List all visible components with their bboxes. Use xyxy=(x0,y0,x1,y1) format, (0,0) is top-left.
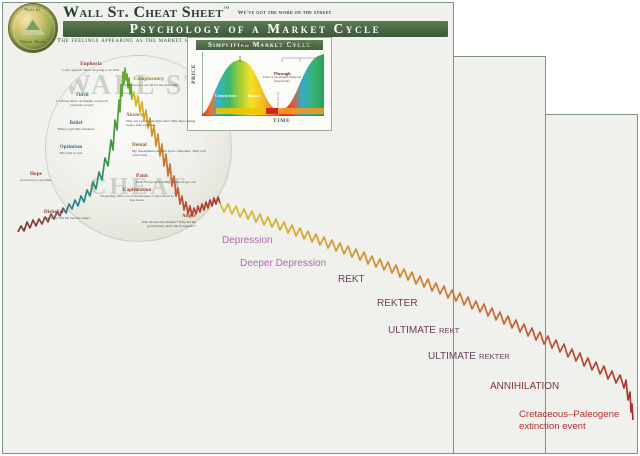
emotion-thrill: Thrill I will buy more on margin. Gotta … xyxy=(53,93,111,107)
expansion-band xyxy=(278,108,324,114)
bottom-band xyxy=(266,108,278,114)
inset-curve-svg xyxy=(202,52,324,116)
meme-depression-text: Depression xyxy=(222,235,273,246)
emotion-panic-caption: Well! Everyone's selling. I need to get … xyxy=(136,179,196,184)
meme-ultimate-rekt-small: REKT xyxy=(438,326,460,335)
emotion-hope-caption: A recovery is possible. xyxy=(20,177,52,182)
trough-annotation: Through Point of Maximum Financial Oppor… xyxy=(256,71,308,84)
emotion-anger: Anger Who shorted the market?! Why did t… xyxy=(140,214,196,228)
emotion-belief: Belief Time to get fully invested. xyxy=(48,121,104,131)
peak-annotation: Peak Point of Maximum Financial Risk xyxy=(219,41,271,50)
meme-ultimate-rekter-small: REKTER xyxy=(478,352,510,361)
inset-title: Simplified Market Cycle xyxy=(196,40,323,50)
emotion-panic: Panic Well! Everyone's selling. I need t… xyxy=(136,174,220,184)
emotion-thrill-name: Thrill xyxy=(75,92,89,98)
emotion-disbelief-name: Disbelief xyxy=(44,209,64,215)
emotion-thrill-caption: I will buy more on margin. Gotta tell ev… xyxy=(56,98,108,107)
emotion-anxiety: Anxiety Why am I getting margin calls? T… xyxy=(126,113,200,127)
inset-x-axis-label: TIME xyxy=(273,118,291,124)
seal-top-text: Wall St. xyxy=(24,7,42,12)
meme-rekt-text: REKT xyxy=(338,274,365,285)
emotion-anxiety-caption: Why am I getting margin calls? This dip … xyxy=(126,118,196,127)
pyramid-inner-icon xyxy=(26,20,40,30)
simplified-market-cycle-inset: Simplified Market Cycle PRICE TIME xyxy=(187,37,332,131)
meme-annihilation-text: ANNIHILATION xyxy=(490,381,560,392)
emotion-panic-name: Panic xyxy=(136,173,149,179)
prosperity-label: Prosperity xyxy=(300,43,316,47)
emotion-belief-caption: Time to get fully invested. xyxy=(57,126,95,131)
subtitle: The feelings appearing as the market flu… xyxy=(57,37,224,44)
meme-label-rekt: REKT xyxy=(338,269,365,287)
emotion-complacency-caption: We just need to cool off for the next ra… xyxy=(119,82,179,87)
meme-ultimate-rekter-big: ULTIMATE xyxy=(428,351,476,362)
header: Wall St. Cheat Sheet Wall St. Cheat Shee… xyxy=(8,2,448,53)
meme-label-extinction-event: Cretaceous–Paleogene extinction event xyxy=(519,409,619,433)
emotion-euphoria: Euphoria I am a genius! We're all going … xyxy=(62,62,120,72)
bottom-label: Bottom xyxy=(248,94,261,98)
emotion-denial: Denial My investments are with great com… xyxy=(132,143,210,157)
emotion-denial-name: Denial xyxy=(132,142,147,148)
contraction-label: Contraction xyxy=(215,94,236,98)
emotion-belief-name: Belief xyxy=(69,120,83,126)
trademark-symbol: ™ xyxy=(223,6,230,13)
emotion-anger-caption: Who shorted the market?! Why did the gov… xyxy=(141,219,196,228)
meme-label-depression: Depression xyxy=(222,230,273,248)
emotion-optimism: Optimism This rally is real. xyxy=(45,145,97,155)
contraction-band xyxy=(216,108,266,114)
emotion-capitulation-caption: I'm getting 100% out of the markets. I c… xyxy=(100,193,174,202)
tagline: We've got the word on the street xyxy=(237,10,332,16)
emotion-complacency: Complacency We just need to cool off for… xyxy=(119,77,179,87)
inset-y-axis-label: PRICE xyxy=(191,64,197,84)
wall-st-seal-logo: Wall St. Cheat Sheet xyxy=(8,3,58,53)
meme-label-ultimate-rekt: ULTIMATE REKT xyxy=(388,320,459,338)
emotion-complacency-name: Complacency xyxy=(133,76,165,82)
emotion-anger-name: Anger xyxy=(181,213,196,219)
page-title: Psychology of a Market Cycle xyxy=(129,21,382,36)
emotion-hope: Hope A recovery is possible. xyxy=(16,172,56,182)
emotion-denial-caption: My investments are with great companies.… xyxy=(132,148,206,157)
inset-cycle-area xyxy=(202,54,324,116)
emotion-hope-name: Hope xyxy=(29,171,42,177)
trough-label: Through xyxy=(273,71,291,76)
emotion-euphoria-name: Euphoria xyxy=(80,61,102,67)
meme-ultimate-rekt-big: ULTIMATE xyxy=(388,325,436,336)
expansion-label: Expansion xyxy=(266,94,284,98)
peak-sublabel: Point of Maximum Financial Risk xyxy=(222,45,268,49)
meme-label-rekter: REKTER xyxy=(377,293,418,311)
emotion-capitulation: Capitulation I'm getting 100% out of the… xyxy=(99,188,175,202)
recovery-label: Recovery xyxy=(276,43,291,47)
emotion-optimism-caption: This rally is real. xyxy=(59,150,83,155)
emotion-anxiety-name: Anxiety xyxy=(126,112,144,118)
emotion-capitulation-name: Capitulation xyxy=(122,187,152,193)
meme-label-annihilation: ANNIHILATION xyxy=(490,376,559,394)
meme-label-ultimate-rekter: ULTIMATE REKTER xyxy=(428,346,510,364)
seal-ring xyxy=(13,8,55,50)
brand-line: Wall St. Cheat Sheet™ We've got the word… xyxy=(63,4,448,22)
emotion-optimism-name: Optimism xyxy=(59,144,83,150)
meme-label-deeper-depression: Deeper Depression xyxy=(240,253,326,271)
inset-plot-area xyxy=(202,52,324,116)
peak-label: Peak xyxy=(240,41,250,46)
emotion-disbelief: Disbelief This rally will fail like the … xyxy=(44,210,120,220)
emotion-disbelief-caption: This rally will fail like the others. xyxy=(44,215,91,220)
brand-name: Wall St. Cheat Sheet xyxy=(63,4,224,21)
meme-deeper-depression-text: Deeper Depression xyxy=(240,258,327,269)
trough-sublabel: Point of Maximum Financial Opportunity xyxy=(262,75,302,83)
meme-rekter-text: REKTER xyxy=(377,298,418,309)
seal-bottom-text: Cheat Sheet xyxy=(19,39,47,44)
meme-extinction-line2: extinction event xyxy=(519,421,586,432)
meme-extinction-line1: Cretaceous–Paleogene xyxy=(519,409,620,420)
title-banner: Psychology of a Market Cycle xyxy=(63,21,448,37)
emotion-euphoria-caption: I am a genius! We're all going to be ric… xyxy=(62,67,120,72)
